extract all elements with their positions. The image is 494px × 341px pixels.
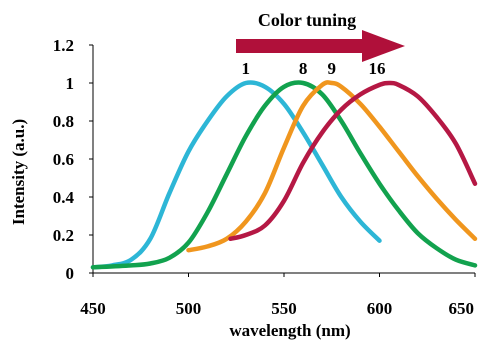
y-tick-label: 0.4	[53, 188, 75, 207]
series-label-1: 1	[242, 59, 251, 78]
series-labels: 1 8 9 16	[242, 59, 386, 78]
y-ticks: 0 0.2 0.4 0.6 0.8 1 1.2	[53, 36, 93, 283]
x-tick-label: 650	[449, 299, 475, 318]
x-ticks: 450 500 550 600 650	[80, 273, 476, 318]
series-line-1	[90, 80, 382, 270]
series-label-8: 8	[299, 59, 308, 78]
y-tick-label: 0.2	[53, 226, 74, 245]
series-line-8	[90, 80, 478, 270]
y-tick-label: 0.8	[53, 112, 74, 131]
series-line-9	[186, 80, 478, 253]
series-layer	[90, 80, 478, 270]
x-tick-label: 450	[80, 299, 106, 318]
x-tick-label: 500	[176, 299, 202, 318]
arrow-shaft	[236, 39, 364, 53]
arrow-head	[362, 30, 405, 62]
y-axis-title: Intensity (a.u.)	[9, 119, 28, 225]
annotation-text: Color tuning	[258, 10, 356, 30]
y-tick-label: 0	[66, 264, 75, 283]
x-axis-title: wavelength (nm)	[229, 321, 350, 340]
y-tick-label: 0.6	[53, 150, 74, 169]
y-tick-label: 1	[66, 74, 75, 93]
x-tick-label: 550	[271, 299, 297, 318]
color-tuning-annotation: Color tuning	[236, 10, 405, 62]
series-label-16: 16	[369, 59, 386, 78]
arrow-icon	[236, 30, 405, 62]
x-tick-label: 600	[367, 299, 393, 318]
y-tick-label: 1.2	[53, 36, 74, 55]
series-line-16	[228, 80, 478, 242]
series-label-9: 9	[328, 59, 337, 78]
